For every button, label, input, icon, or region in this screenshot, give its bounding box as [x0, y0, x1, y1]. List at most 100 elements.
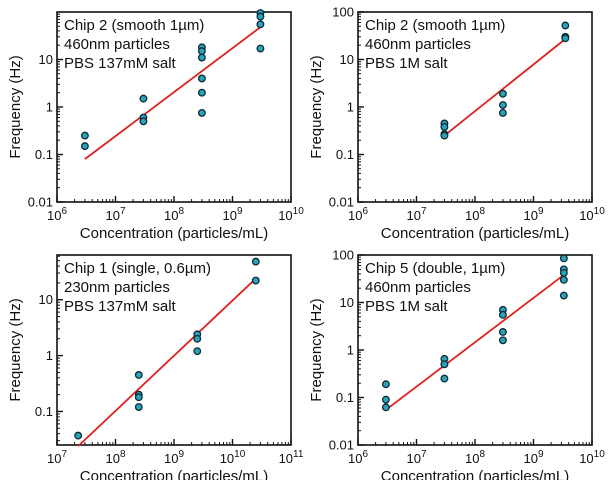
data-point — [74, 431, 83, 440]
x-tick-exp: 8 — [479, 206, 485, 217]
y-tick-label: 1 — [46, 100, 53, 115]
data-point — [134, 403, 143, 411]
y-tick-label: 10 — [39, 292, 53, 307]
data-point — [440, 123, 449, 131]
x-tick-base: 10 — [47, 208, 61, 223]
data-point — [498, 89, 507, 98]
x-tick-label: 106 — [348, 449, 368, 466]
x-tick-label: 108 — [465, 206, 485, 223]
x-tick-exp: 9 — [237, 206, 243, 217]
x-tick-label: 107 — [105, 206, 125, 223]
x-tick-exp: 9 — [538, 449, 544, 460]
x-tick-base: 10 — [222, 208, 236, 223]
x-tick-exp: 6 — [362, 449, 368, 460]
data-point — [193, 347, 202, 356]
x-tick-exp: 10 — [594, 206, 606, 217]
data-point — [197, 74, 206, 83]
x-tick-exp: 6 — [61, 206, 67, 217]
x-tick-base: 10 — [348, 208, 362, 223]
data-point — [80, 131, 89, 140]
chart-panel-4: 106 107 108 109 10100.010.1110100Concentrati… — [308, 248, 605, 480]
x-tick-label: 1010 — [278, 206, 304, 223]
x-tick-label: 108 — [164, 206, 184, 223]
x-tick-label: 107 — [47, 449, 67, 466]
annotation-line-3: PBS 137mM salt — [64, 55, 177, 72]
data-point — [134, 393, 143, 402]
data-point — [381, 403, 390, 412]
x-tick-exp: 7 — [421, 206, 427, 217]
data-point — [559, 291, 568, 300]
y-tick-label: 100 — [332, 5, 354, 20]
data-point — [561, 21, 570, 30]
data-point — [440, 360, 449, 369]
y-tick-label: 1 — [347, 343, 354, 358]
x-tick-base: 10 — [105, 451, 119, 466]
annotation-line-2: 460nm particles — [64, 36, 170, 53]
x-tick-exp: 7 — [421, 449, 427, 460]
data-point — [559, 275, 568, 284]
x-axis-title: Concentration (particles/mL) — [381, 468, 569, 480]
data-point — [498, 101, 507, 109]
x-tick-label: 106 — [348, 206, 368, 223]
x-tick-base: 10 — [279, 451, 293, 466]
data-point — [251, 257, 260, 266]
y-tick-label: 0.1 — [336, 147, 354, 162]
x-tick-label: 1010 — [579, 449, 605, 466]
fit-line — [443, 38, 566, 137]
x-tick-label: 107 — [406, 206, 426, 223]
data-point — [193, 334, 202, 343]
y-tick-label: 0.1 — [35, 147, 53, 162]
data-point — [139, 94, 148, 103]
x-tick-exp: 10 — [234, 449, 246, 460]
x-tick-label: 1011 — [279, 449, 304, 466]
data-point — [559, 254, 568, 263]
x-tick-base: 10 — [523, 208, 537, 223]
fit-line — [84, 26, 261, 160]
x-tick-exp: 10 — [594, 449, 606, 460]
y-axis-title: Frequency (Hz) — [308, 55, 325, 158]
data-point — [134, 371, 143, 379]
data-point — [381, 380, 390, 389]
x-tick-base: 10 — [406, 451, 420, 466]
x-tick-base: 10 — [523, 451, 537, 466]
y-tick-label: 1 — [46, 348, 53, 363]
y-tick-label: 0.1 — [336, 390, 354, 405]
data-point — [498, 108, 507, 117]
annotation-line-3: PBS 1M salt — [365, 298, 448, 315]
x-tick-label: 109 — [164, 449, 184, 466]
data-point — [256, 44, 265, 53]
x-axis-title: Concentration (particles/mL) — [80, 468, 268, 480]
data-point — [80, 142, 89, 151]
data-point — [381, 395, 390, 404]
data-point — [440, 131, 449, 140]
x-tick-label: 108 — [465, 449, 485, 466]
y-tick-label: 10 — [39, 52, 53, 67]
data-point — [256, 12, 265, 21]
x-tick-exp: 11 — [293, 449, 304, 460]
y-tick-label: 100 — [332, 248, 354, 263]
x-tick-label: 109 — [222, 206, 242, 223]
data-point — [197, 108, 206, 117]
x-tick-base: 10 — [47, 451, 61, 466]
data-point — [197, 47, 206, 56]
x-tick-label: 109 — [523, 206, 543, 223]
annotation-line-3: PBS 137mM salt — [64, 298, 177, 315]
data-point — [139, 117, 148, 126]
x-tick-base: 10 — [278, 208, 292, 223]
annotation-line-2: 460nm particles — [365, 36, 471, 53]
annotation-line-2: 230nm particles — [64, 279, 170, 296]
data-point — [197, 88, 206, 97]
data-point — [559, 268, 568, 277]
y-tick-label: 0.01 — [28, 195, 53, 210]
annotation-line-1: Chip 1 (single, 0.6µm) — [64, 260, 211, 277]
annotation-line-3: PBS 1M salt — [365, 55, 448, 72]
y-tick-label: 10 — [340, 295, 354, 310]
y-axis-title: Frequency (Hz) — [308, 298, 325, 401]
x-tick-exp: 7 — [61, 449, 67, 460]
x-tick-exp: 8 — [178, 206, 184, 217]
x-tick-exp: 6 — [362, 206, 368, 217]
data-point — [498, 327, 507, 336]
x-tick-label: 1010 — [579, 206, 605, 223]
x-tick-base: 10 — [348, 451, 362, 466]
